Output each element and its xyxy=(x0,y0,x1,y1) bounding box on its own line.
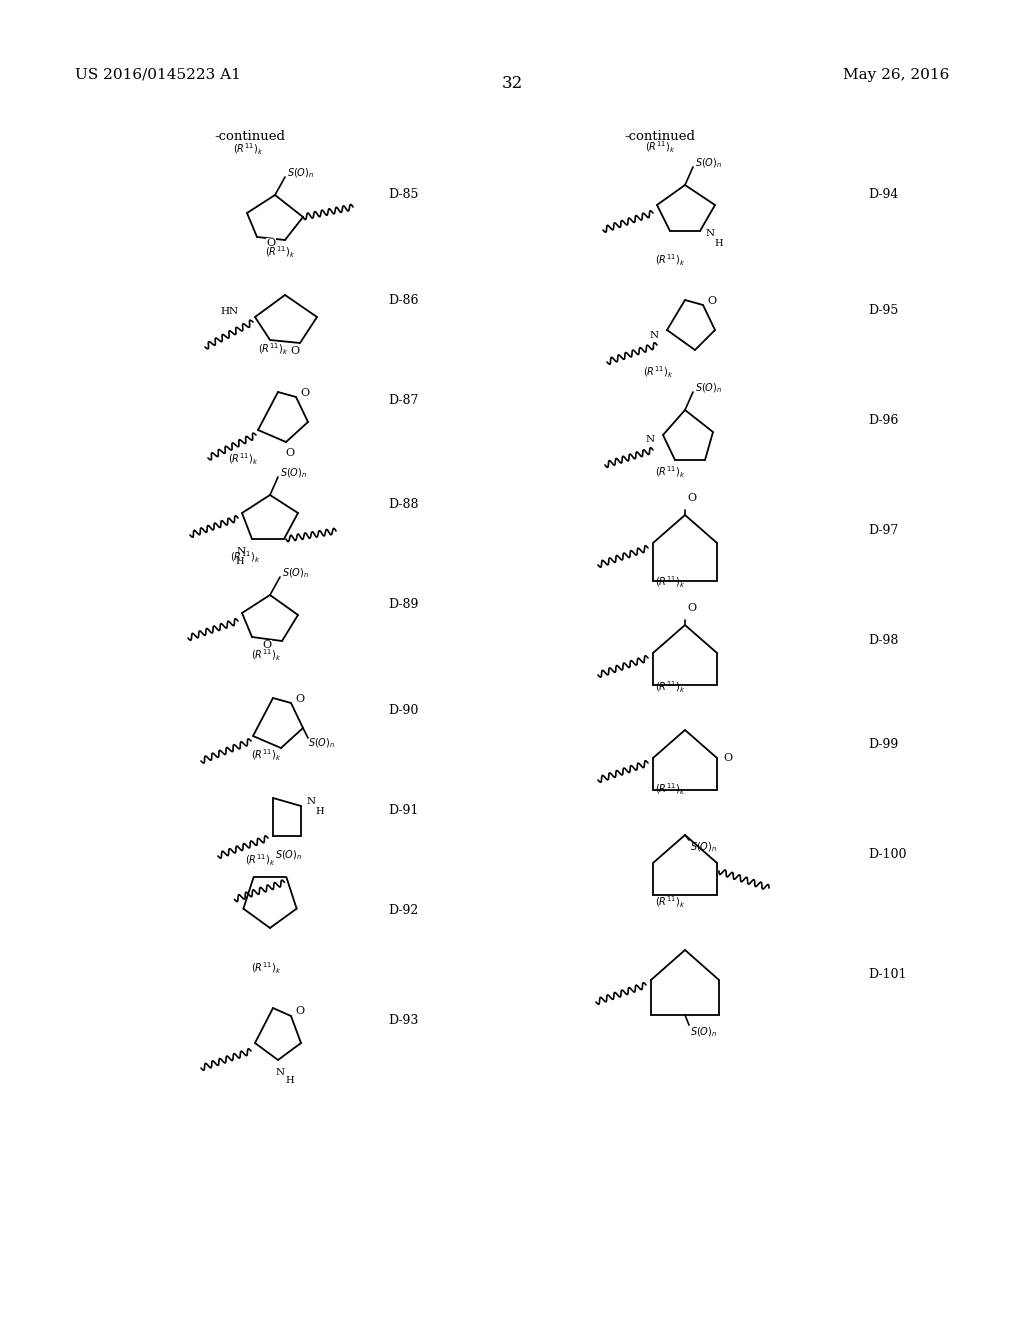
Text: US 2016/0145223 A1: US 2016/0145223 A1 xyxy=(75,69,241,82)
Text: N: N xyxy=(275,1068,285,1077)
Text: N: N xyxy=(646,436,655,445)
Text: N: N xyxy=(307,796,316,805)
Text: D-96: D-96 xyxy=(868,413,898,426)
Text: $(R^{11})_k$: $(R^{11})_k$ xyxy=(655,574,685,590)
Text: H: H xyxy=(236,557,244,566)
Text: D-91: D-91 xyxy=(388,804,419,817)
Text: O: O xyxy=(295,694,304,704)
Text: $S(O)_n$: $S(O)_n$ xyxy=(308,737,336,750)
Text: D-89: D-89 xyxy=(388,598,419,611)
Text: D-87: D-87 xyxy=(388,393,419,407)
Text: D-88: D-88 xyxy=(388,499,419,511)
Text: $(R^{11})_k$: $(R^{11})_k$ xyxy=(258,342,289,356)
Text: N: N xyxy=(706,228,715,238)
Text: D-95: D-95 xyxy=(868,304,898,317)
Text: D-99: D-99 xyxy=(868,738,898,751)
Text: O: O xyxy=(723,752,732,763)
Text: H: H xyxy=(714,239,723,248)
Text: D-97: D-97 xyxy=(868,524,898,536)
Text: $(R^{11})_k$: $(R^{11})_k$ xyxy=(643,364,674,380)
Text: -continued: -continued xyxy=(625,129,695,143)
Text: 32: 32 xyxy=(502,75,522,92)
Text: $S(O)_n$: $S(O)_n$ xyxy=(282,566,309,579)
Text: $(R^{11})_k$: $(R^{11})_k$ xyxy=(655,781,685,797)
Text: $S(O)_n$: $S(O)_n$ xyxy=(690,1026,718,1039)
Text: -continued: -continued xyxy=(214,129,286,143)
Text: May 26, 2016: May 26, 2016 xyxy=(843,69,949,82)
Text: $S(O)_n$: $S(O)_n$ xyxy=(275,847,302,862)
Text: O: O xyxy=(262,640,271,649)
Text: $S(O)_n$: $S(O)_n$ xyxy=(695,156,722,170)
Text: $(R^{11})_k$: $(R^{11})_k$ xyxy=(655,252,685,268)
Text: $(R^{11})_k$: $(R^{11})_k$ xyxy=(251,747,282,763)
Text: D-85: D-85 xyxy=(388,189,419,202)
Text: D-92: D-92 xyxy=(388,903,418,916)
Text: $S(O)_n$: $S(O)_n$ xyxy=(695,381,722,395)
Text: $(R^{11})_k$: $(R^{11})_k$ xyxy=(230,549,260,565)
Text: $(R^{11})_k$: $(R^{11})_k$ xyxy=(655,895,685,909)
Text: O: O xyxy=(687,603,696,612)
Text: $(R^{11})_k$: $(R^{11})_k$ xyxy=(251,648,282,663)
Text: $S(O)_n$: $S(O)_n$ xyxy=(280,466,307,479)
Text: O: O xyxy=(707,296,716,306)
Text: $(R^{11})_k$: $(R^{11})_k$ xyxy=(265,244,295,260)
Text: $(R^{11})_k$: $(R^{11})_k$ xyxy=(233,141,263,157)
Text: H: H xyxy=(286,1076,294,1085)
Text: O: O xyxy=(286,447,295,458)
Text: D-93: D-93 xyxy=(388,1014,419,1027)
Text: HN: HN xyxy=(221,308,239,317)
Text: $(R^{11})_k$: $(R^{11})_k$ xyxy=(251,961,282,975)
Text: O: O xyxy=(687,492,696,503)
Text: O: O xyxy=(300,388,309,399)
Text: $(R^{11})_k$: $(R^{11})_k$ xyxy=(645,140,676,154)
Text: N: N xyxy=(650,330,659,339)
Text: D-100: D-100 xyxy=(868,849,906,862)
Text: D-94: D-94 xyxy=(868,189,898,202)
Text: O: O xyxy=(266,238,275,248)
Text: N: N xyxy=(237,546,246,556)
Text: D-98: D-98 xyxy=(868,634,898,647)
Text: $S(O)_n$: $S(O)_n$ xyxy=(287,166,314,180)
Text: D-90: D-90 xyxy=(388,704,419,717)
Text: $(R^{11})_k$: $(R^{11})_k$ xyxy=(245,853,275,869)
Text: D-101: D-101 xyxy=(868,969,906,982)
Text: H: H xyxy=(315,807,324,816)
Text: O: O xyxy=(291,346,300,356)
Text: D-86: D-86 xyxy=(388,293,419,306)
Text: $S(O)_n$: $S(O)_n$ xyxy=(690,840,718,854)
Text: O: O xyxy=(295,1006,304,1016)
Text: $(R^{11})_k$: $(R^{11})_k$ xyxy=(228,451,258,467)
Text: $(R^{11})_k$: $(R^{11})_k$ xyxy=(655,465,685,480)
Text: $(R^{11})_k$: $(R^{11})_k$ xyxy=(655,680,685,696)
